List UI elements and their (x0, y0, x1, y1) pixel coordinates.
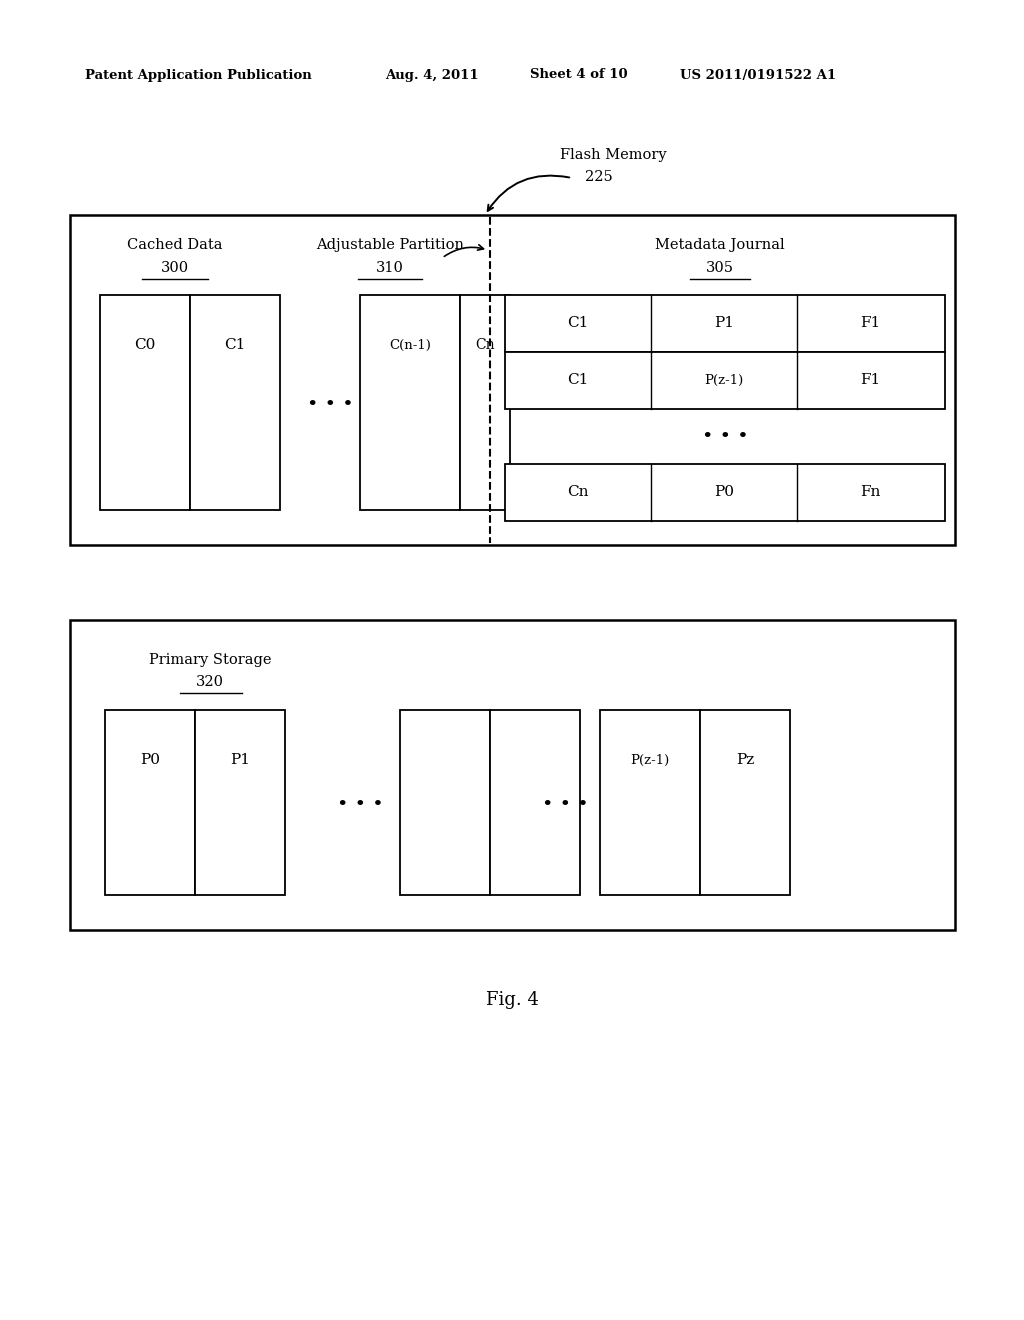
Text: 310: 310 (376, 261, 403, 275)
Text: Flash Memory: Flash Memory (560, 148, 667, 162)
Bar (100, 294, 190, 510)
Text: US 2011/0191522 A1: US 2011/0191522 A1 (680, 69, 837, 82)
Text: 225: 225 (585, 170, 612, 183)
Text: 300: 300 (161, 261, 189, 275)
Text: F1: F1 (860, 374, 880, 387)
Text: • • •: • • • (542, 796, 589, 814)
Text: Patent Application Publication: Patent Application Publication (85, 69, 311, 82)
Bar (70, 620, 955, 931)
Bar (490, 710, 580, 895)
Bar (190, 294, 280, 510)
Bar (360, 294, 460, 510)
Text: C0: C0 (134, 338, 156, 352)
Text: P(z-1): P(z-1) (705, 374, 743, 387)
Text: C(n-1): C(n-1) (389, 338, 431, 351)
Text: 320: 320 (196, 675, 224, 689)
Text: Sheet 4 of 10: Sheet 4 of 10 (530, 69, 628, 82)
Bar (70, 215, 955, 545)
Bar (460, 294, 510, 510)
Text: Pz: Pz (736, 752, 754, 767)
Text: Fig. 4: Fig. 4 (485, 991, 539, 1008)
Bar (600, 710, 700, 895)
Text: Metadata Journal: Metadata Journal (655, 238, 784, 252)
Bar (505, 352, 945, 409)
Text: • • •: • • • (701, 428, 749, 446)
Bar (105, 710, 195, 895)
Bar (400, 710, 490, 895)
Bar (195, 710, 285, 895)
Text: P0: P0 (140, 752, 160, 767)
Bar (700, 710, 790, 895)
Text: • • •: • • • (306, 396, 353, 414)
Text: Aug. 4, 2011: Aug. 4, 2011 (385, 69, 478, 82)
Text: Adjustable Partition: Adjustable Partition (316, 238, 464, 252)
Bar (505, 294, 945, 352)
Text: Cached Data: Cached Data (127, 238, 223, 252)
Text: C1: C1 (224, 338, 246, 352)
Text: C1: C1 (567, 315, 589, 330)
Text: P1: P1 (230, 752, 250, 767)
Text: Fn: Fn (860, 484, 881, 499)
Text: Cn: Cn (567, 484, 589, 499)
Text: 305: 305 (706, 261, 734, 275)
Bar (505, 465, 945, 521)
Text: F1: F1 (860, 315, 880, 330)
Text: P0: P0 (714, 484, 734, 499)
Text: P(z-1): P(z-1) (631, 754, 670, 767)
Text: C1: C1 (567, 374, 589, 387)
Text: Primary Storage: Primary Storage (148, 653, 271, 667)
Text: P1: P1 (714, 315, 734, 330)
Text: • • •: • • • (337, 796, 383, 814)
Text: Cn: Cn (475, 338, 495, 352)
